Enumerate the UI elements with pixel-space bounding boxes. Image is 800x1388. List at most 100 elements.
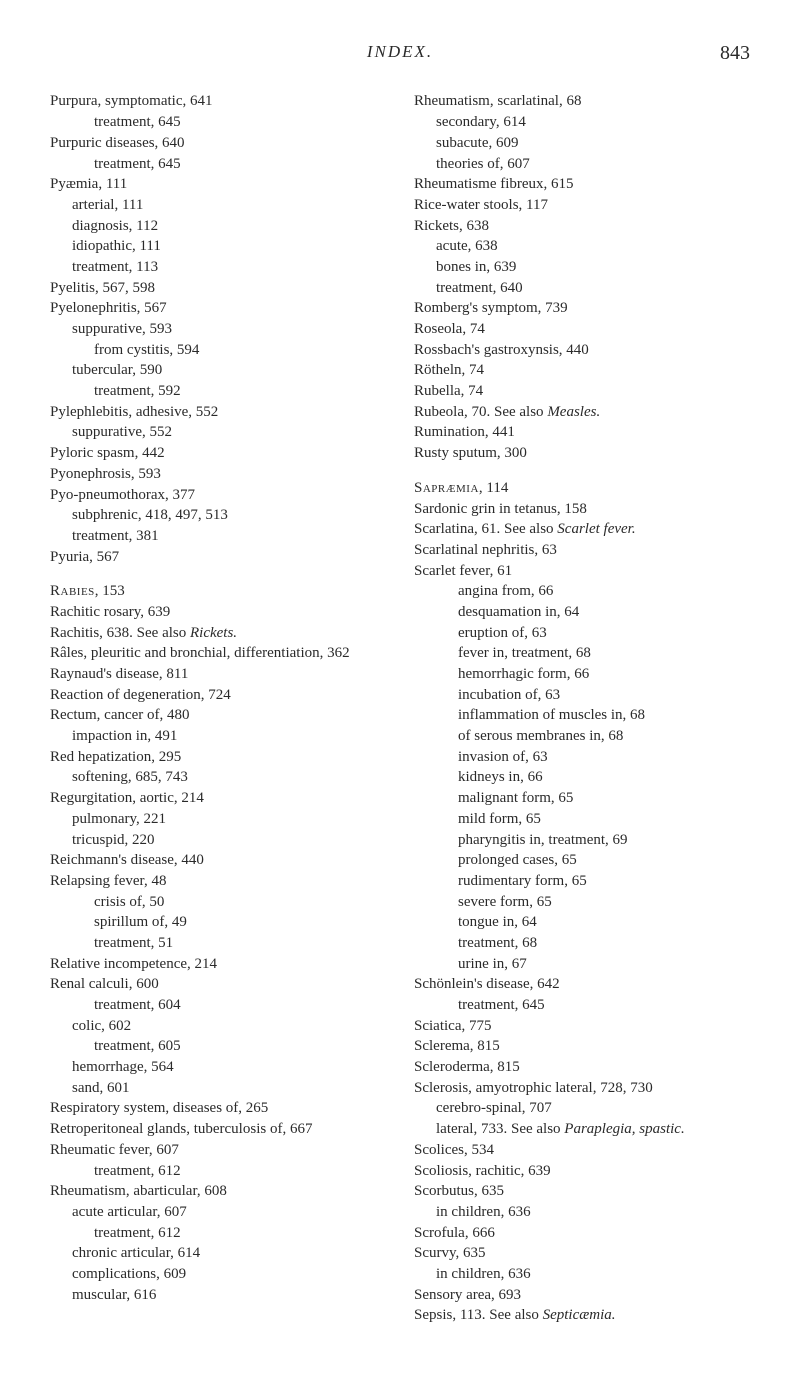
index-entry: treatment, 51 <box>50 933 386 954</box>
index-entry: Reichmann's disease, 440 <box>50 850 386 871</box>
index-entry: Scarlatinal nephritis, 63 <box>414 540 750 561</box>
index-entry: subphrenic, 418, 497, 513 <box>50 505 386 526</box>
index-entry: from cystitis, 594 <box>50 340 386 361</box>
index-entry: lateral, 733. See also Paraplegia, spast… <box>414 1119 750 1140</box>
index-entry: invasion of, 63 <box>414 747 750 768</box>
index-entry: treatment, 604 <box>50 995 386 1016</box>
index-entry: Schönlein's disease, 642 <box>414 974 750 995</box>
index-entry: Retroperitoneal glands, tuberculosis of,… <box>50 1119 386 1140</box>
index-entry: Rice-water stools, 117 <box>414 195 750 216</box>
index-entry: Regurgitation, aortic, 214 <box>50 788 386 809</box>
index-entry: arterial, 111 <box>50 195 386 216</box>
index-entry: Rubeola, 70. See also Measles. <box>414 402 750 423</box>
index-entry: secondary, 614 <box>414 112 750 133</box>
index-entry: Sapræmia, 114 <box>414 478 750 499</box>
index-entry: Pyelitis, 567, 598 <box>50 278 386 299</box>
index-entry: subacute, 609 <box>414 133 750 154</box>
index-entry: Rusty sputum, 300 <box>414 443 750 464</box>
index-entry: Rickets, 638 <box>414 216 750 237</box>
index-entry: treatment, 592 <box>50 381 386 402</box>
index-entry: Rossbach's gastroxynsis, 440 <box>414 340 750 361</box>
right-column: Rheumatism, scarlatinal, 68secondary, 61… <box>414 91 750 1326</box>
index-entry: tongue in, 64 <box>414 912 750 933</box>
index-entry: Rumination, 441 <box>414 422 750 443</box>
left-column: Purpura, symptomatic, 641treatment, 645P… <box>50 91 386 1326</box>
index-entry: urine in, 67 <box>414 954 750 975</box>
index-entry: treatment, 113 <box>50 257 386 278</box>
index-entry: acute articular, 607 <box>50 1202 386 1223</box>
index-entry: complications, 609 <box>50 1264 386 1285</box>
index-entry: chronic articular, 614 <box>50 1243 386 1264</box>
index-entry: theories of, 607 <box>414 154 750 175</box>
index-entry: Sardonic grin in tetanus, 158 <box>414 499 750 520</box>
index-entry: Purpuric diseases, 640 <box>50 133 386 154</box>
index-entry: hemorrhagic form, 66 <box>414 664 750 685</box>
index-entry: fever in, treatment, 68 <box>414 643 750 664</box>
index-entry: Respiratory system, diseases of, 265 <box>50 1098 386 1119</box>
index-entry: bones in, 639 <box>414 257 750 278</box>
index-entry: Rheumatic fever, 607 <box>50 1140 386 1161</box>
index-entry: Sepsis, 113. See also Septicæmia. <box>414 1305 750 1326</box>
index-entry: Rachitic rosary, 639 <box>50 602 386 623</box>
index-entry: treatment, 68 <box>414 933 750 954</box>
index-entry: incubation of, 63 <box>414 685 750 706</box>
index-entry: treatment, 605 <box>50 1036 386 1057</box>
index-entry: treatment, 645 <box>414 995 750 1016</box>
index-entry: eruption of, 63 <box>414 623 750 644</box>
index-entry: Pyloric spasm, 442 <box>50 443 386 464</box>
index-entry: Romberg's symptom, 739 <box>414 298 750 319</box>
columns: Purpura, symptomatic, 641treatment, 645P… <box>50 91 750 1326</box>
index-entry: idiopathic, 111 <box>50 236 386 257</box>
index-entry: Scurvy, 635 <box>414 1243 750 1264</box>
index-entry: muscular, 616 <box>50 1285 386 1306</box>
index-entry: Rötheln, 74 <box>414 360 750 381</box>
index-entry: tubercular, 590 <box>50 360 386 381</box>
index-entry: Rabies, 153 <box>50 581 386 602</box>
index-entry: Relapsing fever, 48 <box>50 871 386 892</box>
index-entry: Renal calculi, 600 <box>50 974 386 995</box>
index-entry: Sensory area, 693 <box>414 1285 750 1306</box>
index-entry: pulmonary, 221 <box>50 809 386 830</box>
index-entry: inflammation of muscles in, 68 <box>414 705 750 726</box>
index-entry: Pyelonephritis, 567 <box>50 298 386 319</box>
index-entry: Sclerosis, amyotrophic lateral, 728, 730 <box>414 1078 750 1099</box>
index-entry: treatment, 381 <box>50 526 386 547</box>
index-entry: kidneys in, 66 <box>414 767 750 788</box>
index-entry: Roseola, 74 <box>414 319 750 340</box>
index-entry: Scrofula, 666 <box>414 1223 750 1244</box>
index-entry: Pylephlebitis, adhesive, 552 <box>50 402 386 423</box>
index-entry: mild form, 65 <box>414 809 750 830</box>
index-entry: Sciatica, 775 <box>414 1016 750 1037</box>
index-entry: Scolices, 534 <box>414 1140 750 1161</box>
index-entry: desquamation in, 64 <box>414 602 750 623</box>
index-entry: sand, 601 <box>50 1078 386 1099</box>
index-entry: pharyngitis in, treatment, 69 <box>414 830 750 851</box>
index-entry: Pyæmia, 111 <box>50 174 386 195</box>
index-entry: severe form, 65 <box>414 892 750 913</box>
page-header: INDEX. 843 <box>50 40 750 63</box>
page-number: 843 <box>720 40 750 68</box>
index-entry: spirillum of, 49 <box>50 912 386 933</box>
index-entry: Scarlet fever, 61 <box>414 561 750 582</box>
index-entry: Reaction of degeneration, 724 <box>50 685 386 706</box>
index-entry: suppurative, 593 <box>50 319 386 340</box>
page: INDEX. 843 Purpura, symptomatic, 641trea… <box>0 0 800 1366</box>
index-entry: of serous membranes in, 68 <box>414 726 750 747</box>
index-entry: Red hepatization, 295 <box>50 747 386 768</box>
index-entry: Rheumatism, abarticular, 608 <box>50 1181 386 1202</box>
index-entry: Rheumatisme fibreux, 615 <box>414 174 750 195</box>
index-entry: crisis of, 50 <box>50 892 386 913</box>
header-title: INDEX. <box>367 40 433 63</box>
index-entry: acute, 638 <box>414 236 750 257</box>
index-entry: Rubella, 74 <box>414 381 750 402</box>
index-entry: Scleroderma, 815 <box>414 1057 750 1078</box>
index-entry: Raynaud's disease, 811 <box>50 664 386 685</box>
index-entry: Relative incompetence, 214 <box>50 954 386 975</box>
index-entry: diagnosis, 112 <box>50 216 386 237</box>
index-entry: cerebro-spinal, 707 <box>414 1098 750 1119</box>
index-entry: suppurative, 552 <box>50 422 386 443</box>
index-entry: in children, 636 <box>414 1202 750 1223</box>
index-entry: hemorrhage, 564 <box>50 1057 386 1078</box>
index-entry: angina from, 66 <box>414 581 750 602</box>
index-entry: Rheumatism, scarlatinal, 68 <box>414 91 750 112</box>
